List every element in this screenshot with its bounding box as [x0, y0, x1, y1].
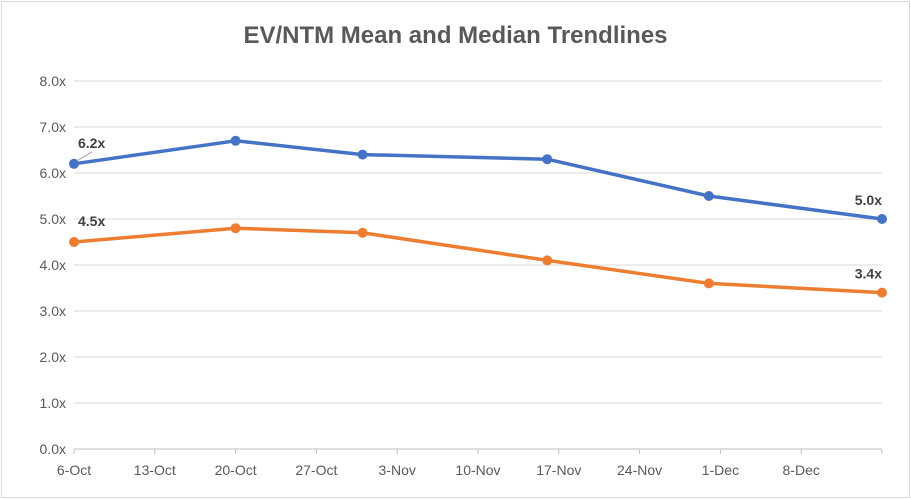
x-tick-label: 27-Oct — [295, 462, 337, 478]
x-tick-label: 1-Dec — [702, 462, 739, 478]
data-point — [703, 191, 714, 201]
y-tick-label: 1.0x — [40, 395, 66, 411]
x-tick-label: 8-Dec — [783, 462, 820, 478]
data-point — [357, 149, 368, 160]
x-tick-label: 24-Nov — [617, 462, 662, 478]
x-tick-label: 13-Oct — [134, 462, 176, 478]
x-tick-label: 17-Nov — [536, 462, 581, 478]
x-tick-label: 6-Oct — [57, 462, 91, 478]
data-point — [230, 135, 241, 146]
y-tick-label: 4.0x — [40, 257, 66, 273]
data-label: 3.4x — [855, 266, 882, 282]
data-point — [357, 227, 368, 238]
y-axis-ticks: 0.0x 1.0x 2.0x 3.0x 4.0x 5.0x 6.0x 7.0x 8.0x — [40, 73, 66, 457]
data-point — [542, 255, 553, 266]
x-axis-ticks: 6-Oct 13-Oct 20-Oct 27-Oct 3-Nov 10-Nov 17-Nov… — [57, 449, 883, 478]
series-layer — [69, 135, 887, 298]
chart-title: EV/NTM Mean and Median Trendlines — [243, 22, 668, 49]
data-point — [703, 278, 714, 289]
y-tick-label: 0.0x — [40, 441, 66, 457]
y-tick-label: 6.0x — [40, 165, 66, 181]
data-point — [542, 154, 553, 165]
data-label: 5.0x — [855, 192, 882, 208]
x-tick-label: 3-Nov — [379, 462, 416, 478]
data-point — [877, 214, 887, 224]
data-label: 6.2x — [78, 135, 105, 151]
data-labels: 6.2x 5.0x 4.5x 3.4x — [76, 135, 882, 282]
x-tick-label: 20-Oct — [215, 462, 257, 478]
series-line-1 — [73, 139, 883, 221]
gridlines — [74, 80, 882, 450]
data-point — [877, 287, 887, 298]
leader-line — [76, 151, 93, 162]
data-point — [69, 158, 79, 169]
y-tick-label: 5.0x — [40, 211, 66, 227]
y-tick-label: 3.0x — [40, 303, 66, 319]
data-point — [230, 223, 241, 234]
y-tick-label: 8.0x — [40, 73, 66, 89]
y-tick-label: 2.0x — [40, 349, 66, 365]
x-tick-label: 10-Nov — [455, 462, 500, 478]
data-label: 4.5x — [78, 213, 105, 229]
series-line-2 — [73, 226, 883, 295]
data-point — [69, 237, 79, 247]
y-tick-label: 7.0x — [40, 119, 66, 135]
